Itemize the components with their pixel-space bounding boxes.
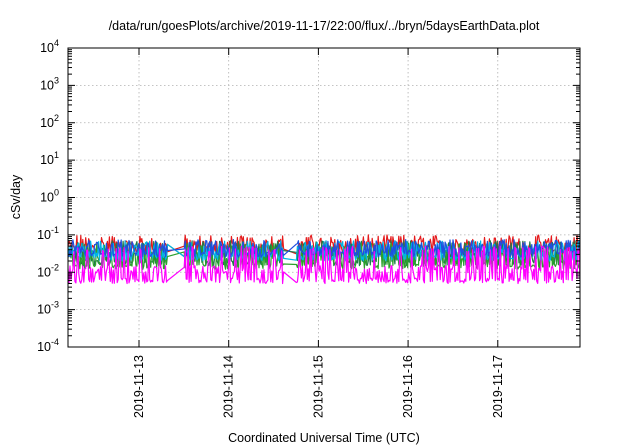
- x-axis-label: Coordinated Universal Time (UTC): [228, 431, 420, 445]
- x-tick-label: 2019-11-15: [311, 355, 325, 418]
- x-tick-label: 2019-11-14: [222, 355, 236, 418]
- y-tick-exponent: -1: [51, 225, 59, 235]
- y-tick-label: 10-3: [37, 300, 59, 317]
- y-tick-label: 10-1: [37, 225, 59, 242]
- y-tick-exponent: 1: [54, 150, 59, 160]
- y-tick-label: 100: [40, 188, 59, 205]
- axis-ticks: 10-410-310-210-11001011021031042019-11-1…: [37, 38, 580, 418]
- x-tick-label: 2019-11-13: [132, 355, 146, 418]
- y-tick-exponent: 2: [54, 113, 59, 123]
- x-tick-label: 2019-11-16: [401, 355, 415, 418]
- y-tick-base: 10: [40, 41, 54, 55]
- y-axis-label: cSv/day: [9, 174, 23, 219]
- y-tick-base: 10: [37, 340, 51, 354]
- y-tick-base: 10: [40, 78, 54, 92]
- x-tick-label: 2019-11-17: [491, 355, 505, 418]
- y-tick-base: 10: [40, 116, 54, 130]
- y-tick-base: 10: [40, 191, 54, 205]
- y-tick-base: 10: [37, 228, 51, 242]
- y-tick-base: 10: [37, 265, 51, 279]
- y-tick-label: 101: [40, 150, 59, 167]
- y-tick-label: 10-2: [37, 262, 59, 279]
- chart-title: /data/run/goesPlots/archive/2019-11-17/2…: [109, 19, 540, 33]
- y-tick-exponent: 0: [54, 188, 59, 198]
- y-tick-exponent: 4: [54, 38, 59, 48]
- y-tick-label: 104: [40, 38, 59, 55]
- plot-frame: [67, 47, 581, 348]
- y-tick-label: 10-4: [37, 337, 59, 354]
- y-tick-exponent: 3: [54, 75, 59, 85]
- grid-lines: [68, 48, 580, 347]
- y-tick-label: 102: [40, 113, 59, 130]
- series-line-6: [68, 245, 580, 285]
- y-tick-exponent: -3: [51, 300, 59, 310]
- series-line-5: [68, 239, 580, 258]
- y-tick-exponent: -2: [51, 262, 59, 272]
- series-group: [68, 234, 580, 285]
- y-tick-label: 103: [40, 75, 59, 92]
- y-tick-base: 10: [37, 303, 51, 317]
- y-tick-base: 10: [40, 153, 54, 167]
- y-tick-exponent: -4: [51, 337, 59, 347]
